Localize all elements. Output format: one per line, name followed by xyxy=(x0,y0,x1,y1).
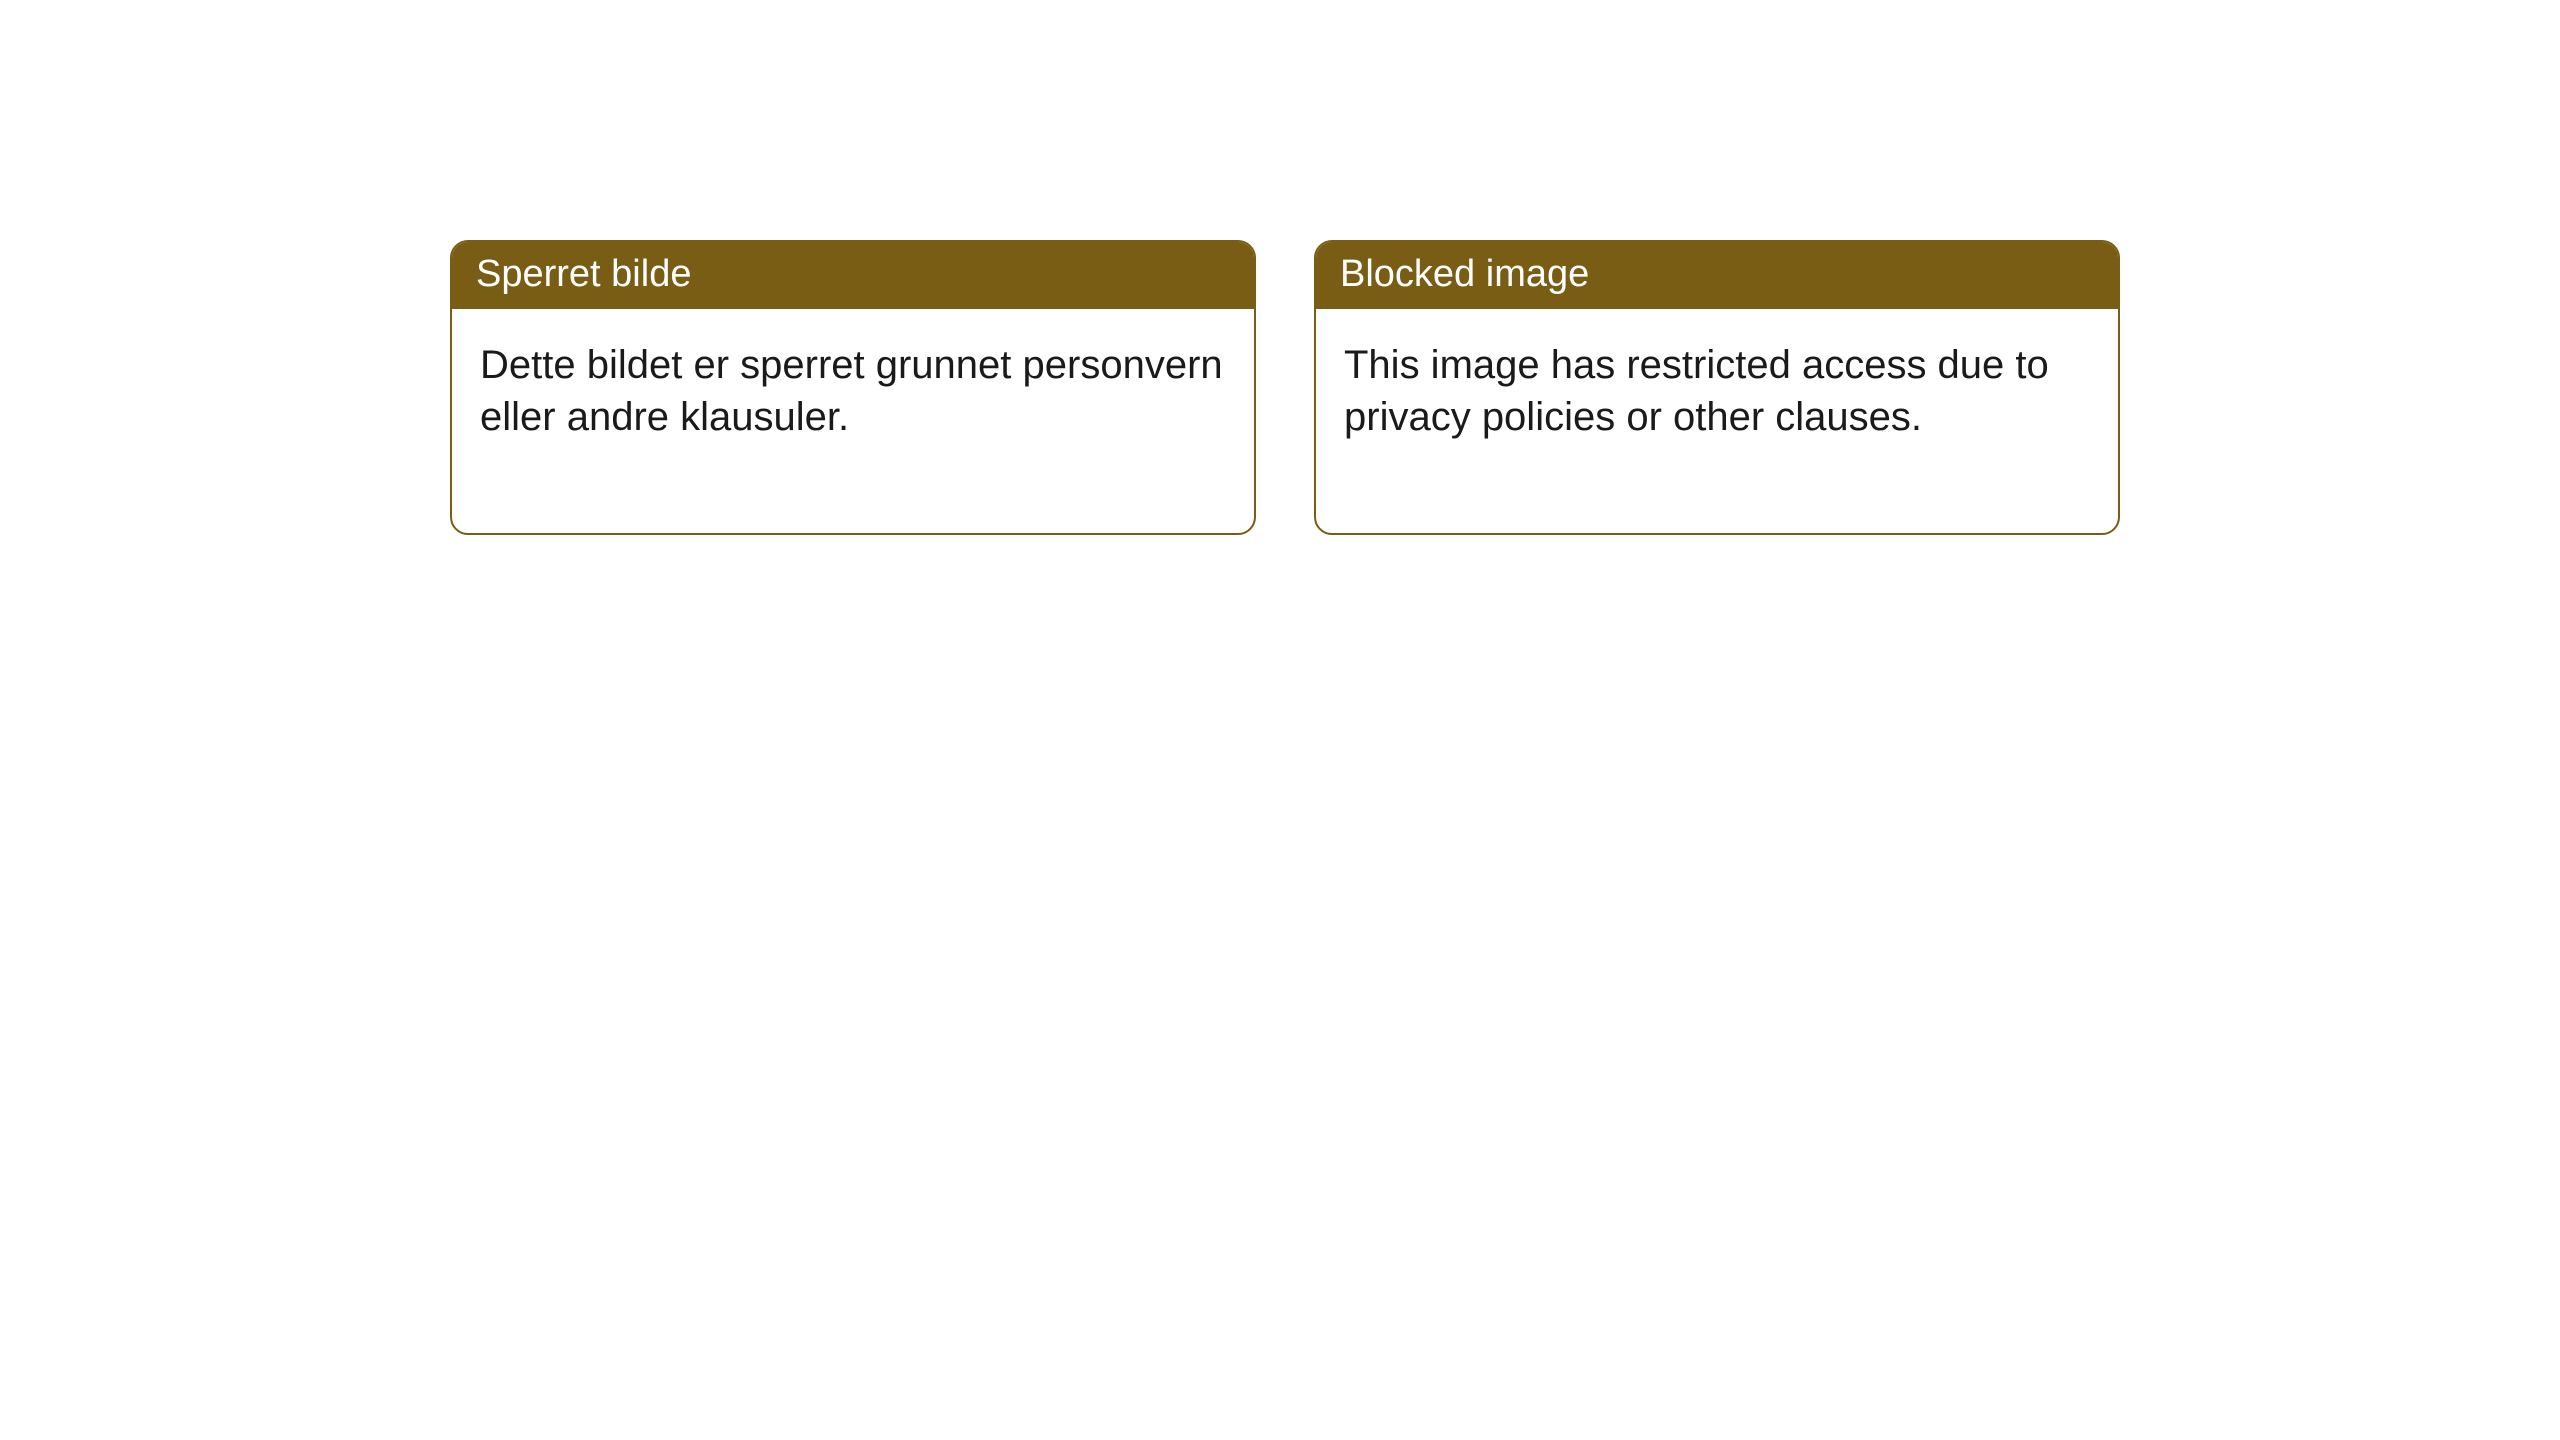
notice-card-norwegian: Sperret bilde Dette bildet er sperret gr… xyxy=(450,240,1256,535)
notice-container: Sperret bilde Dette bildet er sperret gr… xyxy=(450,240,2120,535)
card-body: This image has restricted access due to … xyxy=(1316,309,2118,533)
card-header: Blocked image xyxy=(1316,242,2118,309)
card-header: Sperret bilde xyxy=(452,242,1254,309)
card-body: Dette bildet er sperret grunnet personve… xyxy=(452,309,1254,533)
notice-card-english: Blocked image This image has restricted … xyxy=(1314,240,2120,535)
